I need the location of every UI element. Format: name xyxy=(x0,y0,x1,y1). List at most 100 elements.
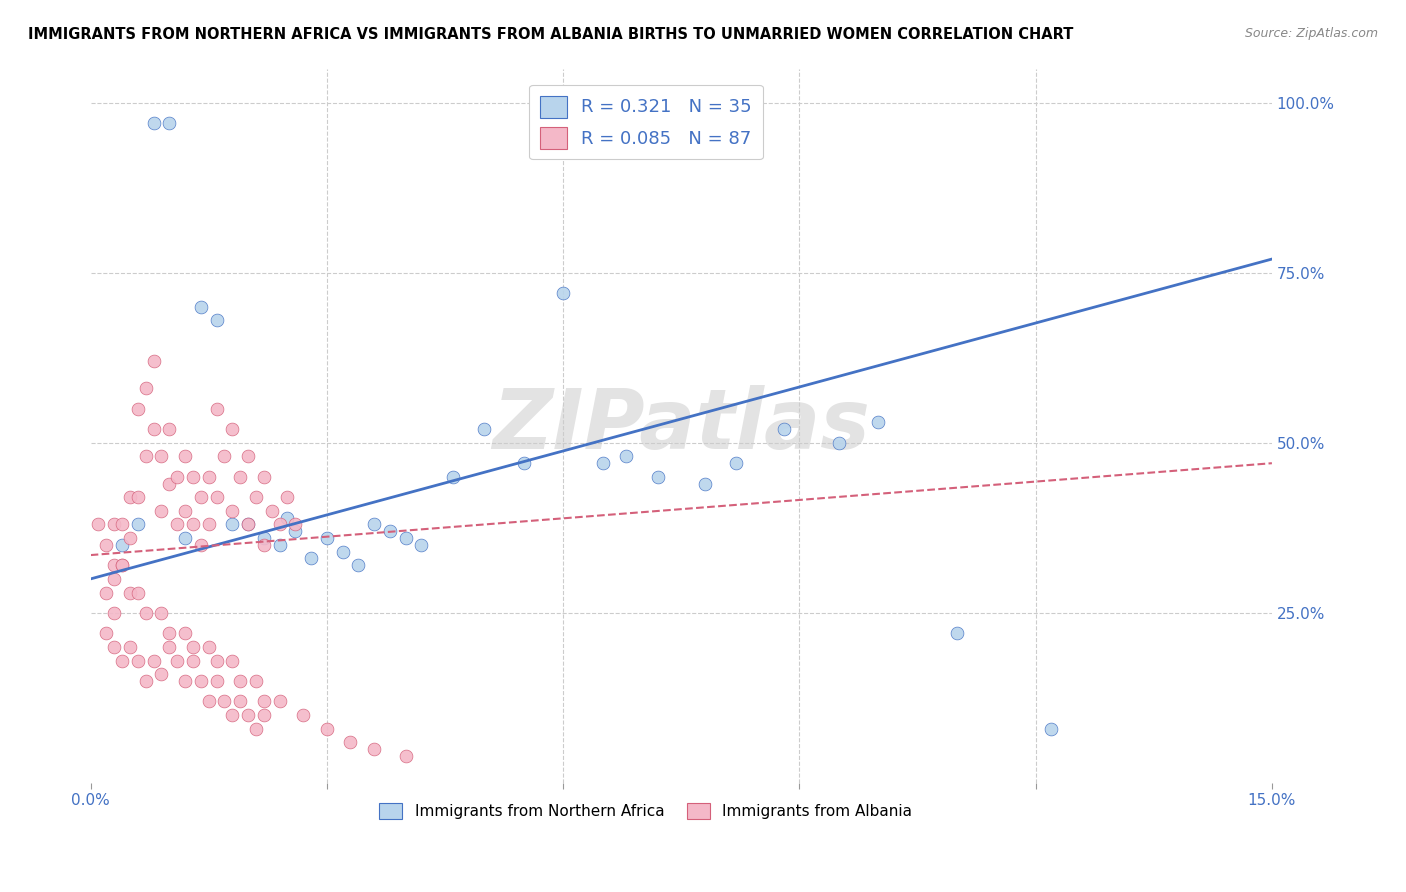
Point xyxy=(135,673,157,688)
Point xyxy=(142,654,165,668)
Point xyxy=(276,490,298,504)
Point xyxy=(157,422,180,436)
Point xyxy=(150,606,173,620)
Point xyxy=(190,538,212,552)
Point xyxy=(157,626,180,640)
Point xyxy=(269,694,291,708)
Point xyxy=(245,490,267,504)
Point xyxy=(181,640,204,654)
Point xyxy=(253,708,276,723)
Point xyxy=(284,517,307,532)
Point xyxy=(513,456,536,470)
Point xyxy=(245,722,267,736)
Point xyxy=(647,470,669,484)
Point xyxy=(205,673,228,688)
Point xyxy=(260,504,283,518)
Point xyxy=(315,722,337,736)
Point xyxy=(828,435,851,450)
Point xyxy=(205,490,228,504)
Point xyxy=(103,572,125,586)
Point xyxy=(946,626,969,640)
Point xyxy=(614,450,637,464)
Point xyxy=(253,694,276,708)
Point xyxy=(111,558,134,573)
Point xyxy=(181,517,204,532)
Point xyxy=(276,510,298,524)
Point xyxy=(269,517,291,532)
Point xyxy=(135,381,157,395)
Point xyxy=(118,531,141,545)
Point xyxy=(135,606,157,620)
Point xyxy=(221,708,243,723)
Point xyxy=(378,524,401,539)
Point xyxy=(190,673,212,688)
Point xyxy=(205,401,228,416)
Point xyxy=(236,708,259,723)
Point xyxy=(157,116,180,130)
Point xyxy=(127,517,149,532)
Point xyxy=(150,504,173,518)
Point xyxy=(474,422,496,436)
Point xyxy=(111,558,134,573)
Point xyxy=(135,450,157,464)
Point xyxy=(347,558,370,573)
Point xyxy=(221,504,243,518)
Point xyxy=(441,470,464,484)
Point xyxy=(197,694,219,708)
Point xyxy=(269,538,291,552)
Point xyxy=(190,490,212,504)
Point xyxy=(229,673,252,688)
Point xyxy=(221,654,243,668)
Point xyxy=(174,531,197,545)
Point xyxy=(181,654,204,668)
Point xyxy=(221,517,243,532)
Point xyxy=(127,490,149,504)
Point xyxy=(236,450,259,464)
Point xyxy=(111,517,134,532)
Point xyxy=(253,531,276,545)
Point xyxy=(157,640,180,654)
Point xyxy=(315,531,337,545)
Point xyxy=(157,476,180,491)
Point xyxy=(214,450,236,464)
Point xyxy=(214,694,236,708)
Point xyxy=(197,640,219,654)
Point xyxy=(292,708,315,723)
Point xyxy=(174,450,197,464)
Point xyxy=(111,538,134,552)
Point xyxy=(142,354,165,368)
Point xyxy=(103,606,125,620)
Point xyxy=(236,517,259,532)
Point xyxy=(118,585,141,599)
Point xyxy=(96,626,118,640)
Legend: Immigrants from Northern Africa, Immigrants from Albania: Immigrants from Northern Africa, Immigra… xyxy=(374,797,918,825)
Text: ZIPatlas: ZIPatlas xyxy=(492,385,870,467)
Point xyxy=(166,517,188,532)
Text: IMMIGRANTS FROM NORTHERN AFRICA VS IMMIGRANTS FROM ALBANIA BIRTHS TO UNMARRIED W: IMMIGRANTS FROM NORTHERN AFRICA VS IMMIG… xyxy=(28,27,1074,42)
Point xyxy=(245,673,267,688)
Text: Source: ZipAtlas.com: Source: ZipAtlas.com xyxy=(1244,27,1378,40)
Point xyxy=(174,626,197,640)
Point xyxy=(394,748,416,763)
Point xyxy=(96,538,118,552)
Point xyxy=(363,517,385,532)
Point xyxy=(127,654,149,668)
Point xyxy=(299,551,322,566)
Point xyxy=(284,524,307,539)
Point xyxy=(142,422,165,436)
Point xyxy=(150,667,173,681)
Point xyxy=(221,422,243,436)
Point xyxy=(229,694,252,708)
Point xyxy=(394,531,416,545)
Point xyxy=(363,742,385,756)
Point xyxy=(725,456,748,470)
Point xyxy=(103,640,125,654)
Point xyxy=(142,116,165,130)
Point xyxy=(332,544,354,558)
Point xyxy=(205,654,228,668)
Point xyxy=(339,735,361,749)
Point xyxy=(197,470,219,484)
Point xyxy=(118,490,141,504)
Point xyxy=(197,517,219,532)
Point xyxy=(205,313,228,327)
